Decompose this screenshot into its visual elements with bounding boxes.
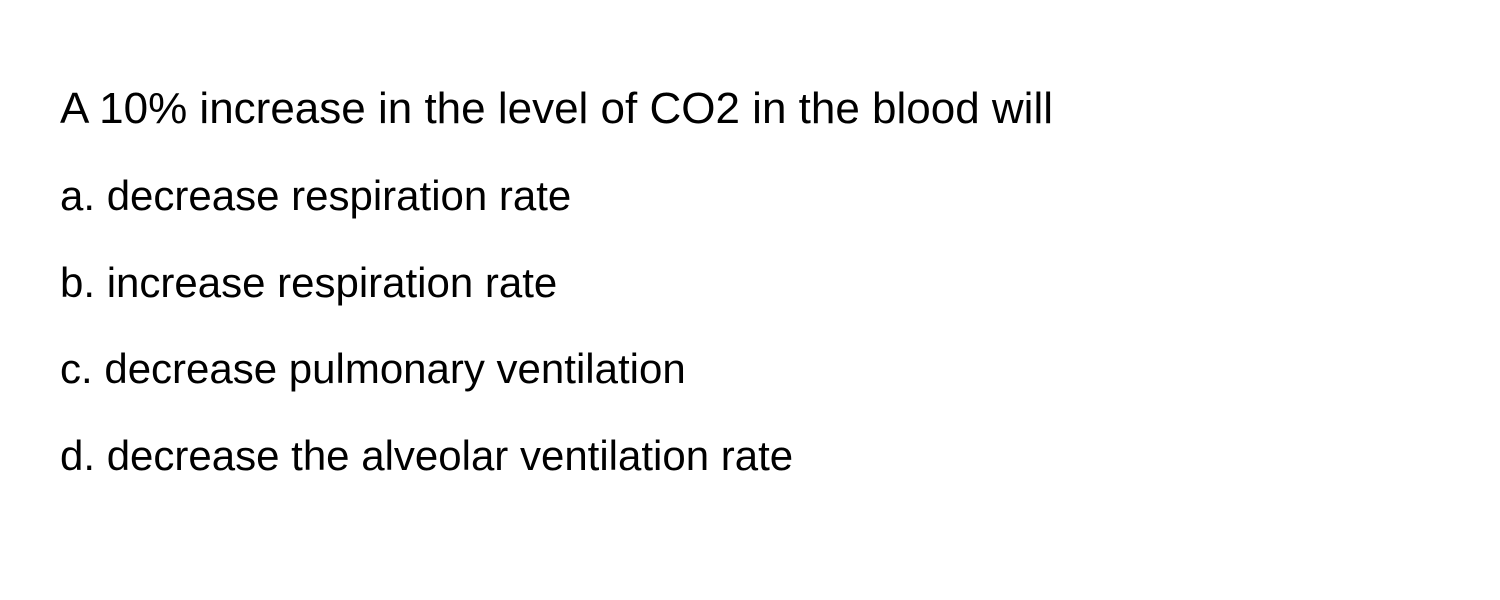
option-a: a. decrease respiration rate [60, 169, 1440, 224]
question-stem: A 10% increase in the level of CO2 in th… [60, 80, 1440, 137]
option-d: d. decrease the alveolar ventilation rat… [60, 429, 1440, 484]
option-c-label: c. [60, 345, 93, 392]
option-b-text: increase respiration rate [107, 259, 558, 306]
option-b: b. increase respiration rate [60, 256, 1440, 311]
option-d-text: decrease the alveolar ventilation rate [107, 432, 793, 479]
option-a-text: decrease respiration rate [107, 172, 572, 219]
option-c: c. decrease pulmonary ventilation [60, 342, 1440, 397]
option-d-label: d. [60, 432, 95, 479]
question-container: A 10% increase in the level of CO2 in th… [60, 80, 1440, 484]
option-b-label: b. [60, 259, 95, 306]
option-a-label: a. [60, 172, 95, 219]
option-c-text: decrease pulmonary ventilation [104, 345, 685, 392]
